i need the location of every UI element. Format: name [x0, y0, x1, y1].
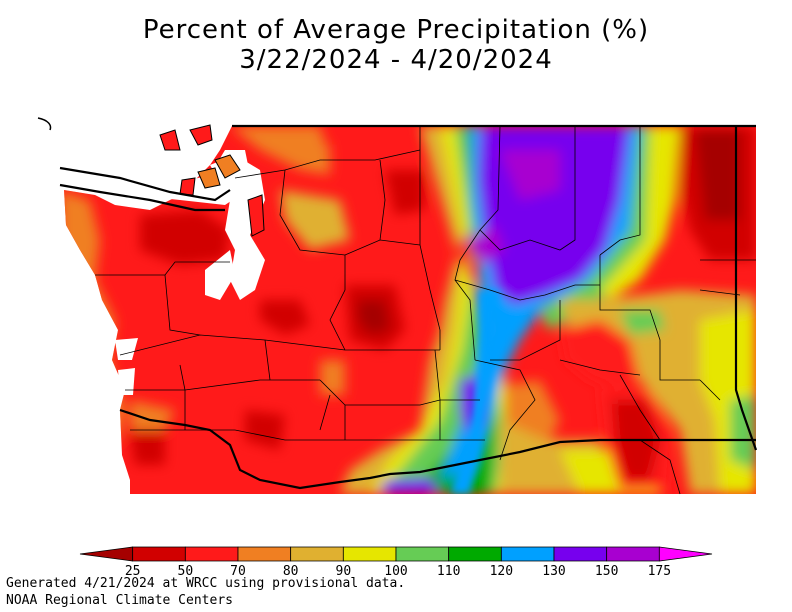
- islands: [159, 124, 265, 237]
- source-credit: NOAA Regional Climate Centers: [6, 593, 233, 608]
- legend-swatch: [342, 546, 397, 562]
- legend-swatch: [448, 546, 502, 562]
- legend-tick-label: 25: [125, 564, 141, 579]
- legend-tick-label: 50: [178, 564, 194, 579]
- legend-tick-label: 70: [230, 564, 246, 579]
- generated-note: Generated 4/21/2024 at WRCC using provis…: [6, 576, 406, 591]
- legend-swatch: [606, 546, 660, 562]
- legend-tick-label: 175: [648, 564, 671, 579]
- map-title: Percent of Average Precipitation (%): [142, 15, 650, 45]
- legend-swatch: [500, 546, 555, 562]
- legend-swatch: [658, 546, 713, 562]
- legend-swatch: [184, 546, 239, 562]
- legend-tick-label: 90: [336, 564, 352, 579]
- legend-bar: [79, 546, 713, 562]
- legend-swatch: [395, 546, 450, 562]
- date-range-subtitle: 3/22/2024 - 4/20/2024: [239, 45, 553, 75]
- legend-tick-label: 150: [595, 564, 618, 579]
- legend-swatch: [290, 546, 344, 562]
- water-bodies: [37, 110, 265, 395]
- legend-ticks: 25 50 70 80 90 100 110 120 130 150 175: [125, 564, 671, 579]
- legend-tick-label: 130: [542, 564, 565, 579]
- legend-tick-label: 80: [283, 564, 299, 579]
- legend-tick-label: 120: [490, 564, 513, 579]
- county-boundaries: [95, 125, 756, 495]
- legend-swatch: [237, 546, 292, 562]
- state-boundary: [59, 124, 758, 490]
- legend-tick-label: 110: [437, 564, 460, 579]
- legend-tick-label: 100: [384, 564, 407, 579]
- legend-swatch: [132, 546, 186, 562]
- legend-swatch: [79, 546, 134, 562]
- legend-swatch: [553, 546, 608, 562]
